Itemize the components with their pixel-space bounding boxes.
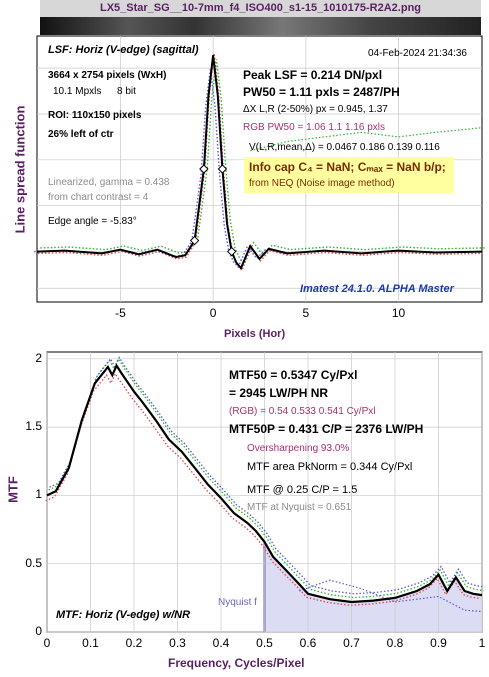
datetime: 04-Feb-2024 21:34:36 (368, 48, 467, 59)
mtf50: MTF50 = 0.5347 Cy/Pxl (229, 368, 358, 382)
rgb-pw50: RGB PW50 = 1.06 1.1 1.16 pxls (243, 122, 386, 133)
image-strip (40, 17, 481, 35)
mtf-y-tick: 1.5 (25, 419, 42, 434)
lsf-color-series (40, 59, 486, 265)
mtf-x-tick: 0.2 (125, 636, 143, 650)
lsf-x-tick: -5 (115, 306, 126, 320)
mtf-y-tick: 0 (35, 624, 42, 638)
lsf-x-tick: 5 (302, 306, 310, 320)
nyquist-label: Nyquist f (218, 597, 257, 608)
mtf50p: MTF50P = 0.431 C/P = 2376 LW/PH (229, 422, 424, 436)
mtf-y-tick: 0.5 (25, 555, 42, 570)
lsf-x-label: Pixels (Hor) (224, 328, 286, 340)
mtf-x-tick: 0.9 (430, 636, 447, 650)
mtf-025: MTF @ 0.25 C/P = 1.5 (247, 484, 358, 496)
mtf-x-tick: 0 (43, 636, 51, 650)
lsf-curves (34, 53, 486, 272)
mtf-x-tick: 0.8 (386, 636, 404, 650)
mtf-nyquist-shade (264, 541, 482, 632)
left-of-ctr: 26% left of ctr (48, 129, 114, 140)
mtf-series-black (46, 363, 483, 604)
v-stats: V(L,R,mean,Δ) = 0.0467 0.186 0.139 0.116 (249, 142, 440, 153)
mtf-x-tick: 0.4 (212, 636, 230, 650)
file-title: LX5_Star_SG__10-7mm_f4_ISO400_s1-15_1010… (99, 2, 422, 14)
pw50: PW50 = 1.11 pxls = 2487/PH (243, 85, 400, 99)
mtf-grid (46, 352, 483, 633)
oversharpening: Oversharpening 93.0% (247, 443, 350, 454)
mtf-x-tick: 1 (478, 636, 486, 650)
mtf-x-tick: 0.6 (299, 636, 317, 650)
peak-lsf: Peak LSF = 0.214 DN/pxl (243, 68, 383, 82)
lsf-x-tick: 10 (391, 306, 406, 320)
lsf-marker (189, 235, 200, 246)
lsf-marker (226, 246, 237, 257)
mtf-y-tick: 2 (35, 350, 42, 365)
delta-x: ΔX L,R (2-50%) px = 0.945, 1.37 (243, 104, 388, 115)
mtf-blue-tail (299, 579, 483, 613)
mtf-x-label: Frequency, Cycles/Pixel (168, 656, 305, 670)
from-neq: from NEQ (Noise image method) (249, 178, 395, 189)
edge-angle: Edge angle = -5.83° (48, 216, 137, 227)
mtf-y-tick: 1 (35, 487, 42, 502)
chart-contrast: from chart contrast = 4 (48, 192, 149, 203)
bit-depth: 8 bit (117, 86, 136, 97)
title-bar: LX5_Star_SG__10-7mm_f4_ISO400_s1-15_1010… (40, 0, 481, 17)
mtf-title: MTF: Horiz (V-edge) w/NR (56, 609, 191, 621)
mtf-x-tick: 0.5 (256, 636, 273, 650)
lsf-header: LSF: Horiz (V-edge) (sagittal) (48, 44, 199, 56)
lsf-x-tick: 0 (209, 306, 217, 320)
imatest-version: Imatest 24.1.0. ALPHA Master (300, 283, 454, 295)
lsf-y-label: Line spread function (12, 105, 28, 234)
mtf-x-tick: 0.1 (82, 636, 99, 650)
mtf-x-tick: 0.3 (169, 636, 186, 650)
pixel-dims: 3664 x 2754 pixels (WxH) (48, 70, 167, 81)
rgb-mtf50: (RGB) = 0.54 0.533 0.541 Cy/Pxl (229, 406, 376, 417)
linearized: Linearized, gamma = 0.438 (48, 177, 170, 188)
mtf-x-tick: 0.7 (343, 636, 360, 650)
lsf-marker (199, 164, 209, 174)
mpxls: 10.1 Mpxls (53, 86, 102, 97)
roi: ROI: 110x150 pixels (48, 110, 142, 121)
mtf-area: MTF area PkNorm = 0.344 Cy/Pxl (247, 461, 413, 473)
lsf-green-tail (250, 127, 483, 152)
mtf-curves (45, 356, 485, 613)
info-cap: Info cap C₄ = NaN; Cₘₐₓ = NaN b/p; (249, 160, 446, 174)
lsf-marker (217, 164, 228, 174)
mtf-nyquist: MTF at Nyquist = 0.651 (247, 502, 352, 513)
lsf-color-series (37, 53, 483, 272)
info-box: Info cap C₄ = NaN; Cₘₐₓ = NaN b/p; from … (244, 157, 454, 193)
lwph: = 2945 LW/PH NR (229, 386, 329, 400)
